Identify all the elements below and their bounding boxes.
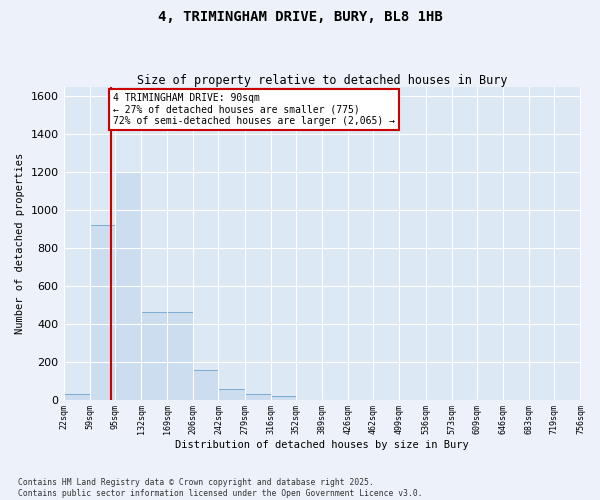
Bar — [271, 396, 296, 400]
Bar — [115, 172, 141, 400]
Bar — [218, 389, 245, 400]
Bar — [245, 394, 271, 400]
Bar — [141, 312, 167, 400]
Text: 4, TRIMINGHAM DRIVE, BURY, BL8 1HB: 4, TRIMINGHAM DRIVE, BURY, BL8 1HB — [158, 10, 442, 24]
Bar — [64, 394, 89, 400]
Bar — [89, 226, 115, 400]
Title: Size of property relative to detached houses in Bury: Size of property relative to detached ho… — [137, 74, 507, 87]
Text: 4 TRIMINGHAM DRIVE: 90sqm
← 27% of detached houses are smaller (775)
72% of semi: 4 TRIMINGHAM DRIVE: 90sqm ← 27% of detac… — [113, 92, 395, 126]
Text: Contains HM Land Registry data © Crown copyright and database right 2025.
Contai: Contains HM Land Registry data © Crown c… — [18, 478, 422, 498]
Bar — [193, 370, 218, 400]
Bar — [167, 312, 193, 400]
X-axis label: Distribution of detached houses by size in Bury: Distribution of detached houses by size … — [175, 440, 469, 450]
Y-axis label: Number of detached properties: Number of detached properties — [15, 152, 25, 334]
